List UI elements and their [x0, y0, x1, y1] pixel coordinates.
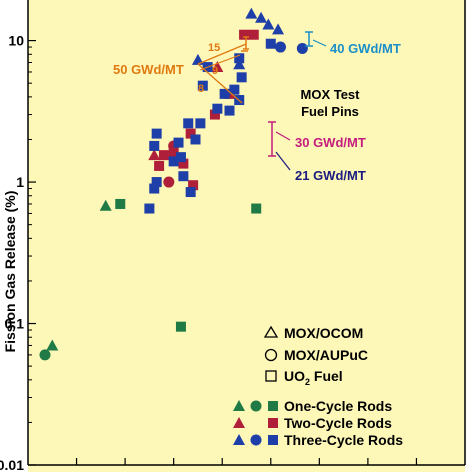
three-cycle-square-point	[234, 53, 245, 64]
three-cycle-triangle-point	[255, 11, 268, 23]
three-cycle-square-point	[224, 105, 235, 116]
three-cycle-triangle-point	[245, 7, 258, 19]
orange-leader-mid	[199, 54, 241, 71]
two-cycle-square-point	[158, 150, 169, 161]
cyan-leader	[312, 39, 327, 47]
orange-number-9: 9	[212, 65, 218, 77]
one-cycle-circle-point	[39, 349, 51, 361]
y-tick-label: 0.01	[0, 457, 24, 473]
three-cycle-square-point	[175, 152, 186, 163]
legend-square-icon	[265, 370, 277, 382]
legend-triangle-marker	[233, 400, 245, 411]
three-cycle-square-point	[149, 183, 160, 194]
fuel-pins-label: Fuel Pins	[301, 104, 359, 119]
three-cycle-square-point	[212, 103, 223, 114]
legend-circle-marker	[250, 434, 262, 446]
legend-triangle-icon	[263, 325, 279, 338]
three-cycle-triangle-point	[272, 23, 285, 35]
three-cycle-square-point	[185, 187, 196, 198]
three-cycle-square-point	[144, 203, 155, 214]
three-cycle-square-point	[219, 88, 230, 99]
three-cycle-square-point	[265, 38, 276, 49]
magenta-leader	[275, 131, 291, 141]
legend-cycle-label: One-Cycle Rods	[284, 398, 392, 414]
three-cycle-square-point	[197, 80, 208, 91]
two-cycle-triangle-point	[211, 61, 224, 73]
legend-triangle-marker	[233, 417, 245, 428]
legend-square-marker	[268, 418, 278, 428]
legend-square-marker	[268, 435, 278, 445]
three-cycle-square-point	[183, 118, 194, 129]
plot-background	[28, 0, 465, 472]
navy-leader	[275, 151, 291, 171]
two-cycle-square-point	[185, 128, 196, 139]
legend-shape-label: UO2 Fuel	[284, 368, 343, 387]
one-cycle-triangle-point	[46, 339, 59, 351]
orange-leader-lower	[197, 63, 243, 104]
two-cycle-square-point	[248, 29, 259, 40]
three-cycle-triangle-point	[262, 18, 275, 30]
three-cycle-square-point	[151, 177, 162, 188]
orange-burnup-label: 50 GWd/MT	[113, 62, 184, 77]
two-cycle-circle-point	[163, 176, 175, 188]
y-tick-label: 1	[16, 174, 24, 190]
three-cycle-square-point	[168, 156, 179, 167]
legend-cycle-label: Two-Cycle Rods	[284, 415, 392, 431]
three-cycle-square-point	[236, 72, 247, 83]
two-cycle-square-point	[239, 29, 250, 40]
orange-leader	[197, 43, 247, 65]
annotations: 50 GWd/MT 15 98 40 GWd/MT MOX Test Fuel Pins 3…	[113, 31, 401, 183]
legend-square-marker	[268, 401, 278, 411]
orange-number-8: 8	[198, 83, 204, 95]
one-cycle-square-point	[115, 198, 126, 209]
legend-shape-label: MOX/AUPuC	[284, 347, 368, 363]
one-cycle-square-point	[175, 321, 186, 332]
three-cycle-square-point	[229, 84, 240, 95]
two-cycle-square-point	[154, 160, 165, 171]
two-cycle-square-point	[188, 180, 199, 191]
one-cycle-square-point	[251, 203, 262, 214]
magenta-burnup-label: 30 GWd/MT	[295, 135, 366, 150]
two-cycle-square-point	[178, 158, 189, 169]
three-cycle-square-point	[173, 137, 184, 148]
mox-test-label: MOX Test	[301, 87, 361, 102]
two-cycle-square-point	[209, 109, 220, 120]
legend-triangle-marker	[233, 434, 245, 445]
three-cycle-square-point	[151, 128, 162, 139]
y-tick-label: 10	[8, 33, 24, 49]
three-cycle-circle-point	[296, 42, 308, 54]
orange-number-15: 15	[208, 42, 220, 54]
two-cycle-triangle-point	[148, 149, 161, 161]
legend-cycle-label: Three-Cycle Rods	[284, 432, 403, 448]
three-cycle-square-point	[195, 118, 206, 129]
three-cycle-circle-point	[274, 41, 286, 53]
three-cycle-square-point	[149, 140, 160, 151]
three-cycle-triangle-point	[233, 58, 246, 70]
two-cycle-square-point	[168, 148, 179, 159]
legend-shape-label: MOX/OCOM	[284, 325, 363, 341]
one-cycle-triangle-point	[99, 199, 112, 211]
cyan-burnup-label: 40 GWd/MT	[330, 41, 401, 56]
navy-burnup-label: 21 GWd/MT	[295, 168, 366, 183]
three-cycle-square-point	[178, 171, 189, 182]
three-cycle-square-point	[190, 134, 201, 145]
legend-circle-marker	[250, 400, 262, 412]
y-tick-label: 0.1	[5, 316, 25, 332]
legend-circle-icon	[264, 348, 278, 362]
y-axis-label: Fission Gas Release (%)	[2, 191, 18, 353]
